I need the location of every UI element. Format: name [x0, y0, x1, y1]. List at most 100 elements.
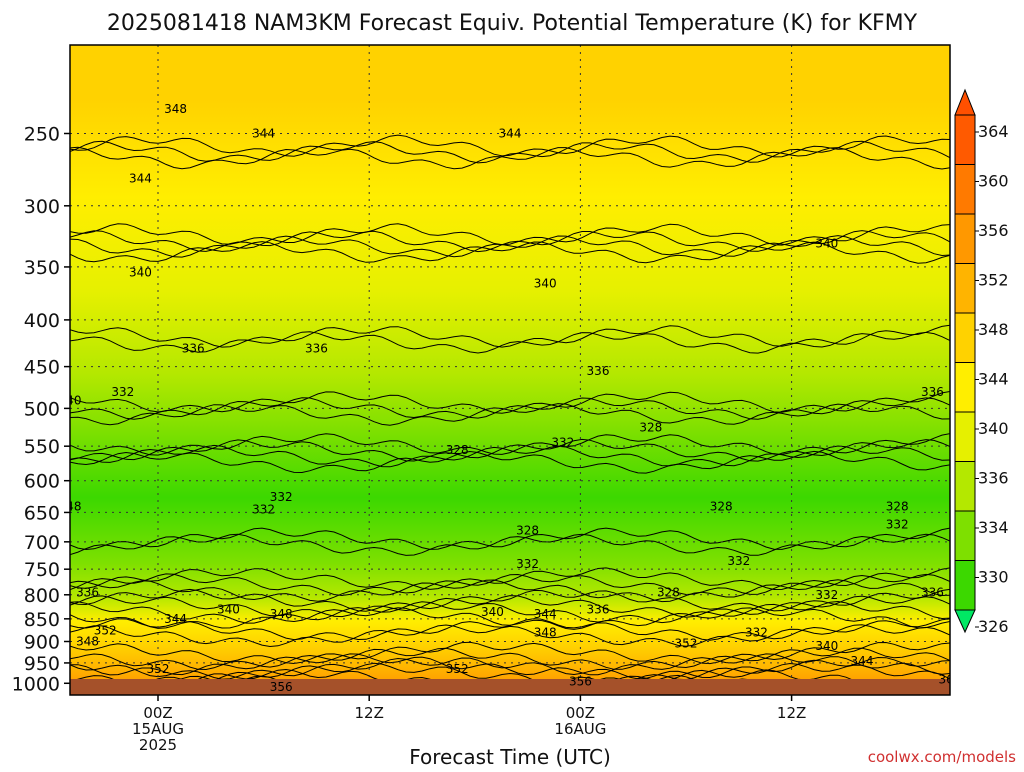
contour-label: 360 [939, 672, 962, 686]
contour-label: 348 [164, 102, 187, 116]
contour-label: 348 [270, 607, 293, 621]
y-tick-label: 650 [24, 502, 60, 524]
contour-label: 332 [886, 517, 909, 531]
contour-line [70, 618, 950, 641]
contour-label: 344 [164, 612, 187, 626]
contour-line [70, 641, 950, 665]
contour-line [70, 433, 950, 456]
colorbar-segment [954, 213, 976, 264]
chart-title: 2025081418 NAM3KM Forecast Equiv. Potent… [107, 11, 918, 36]
contour-label: 332 [745, 626, 768, 640]
contour-label: 336 [921, 385, 944, 399]
y-tick-label: 450 [24, 357, 60, 379]
contour-line [70, 230, 950, 253]
colorbar-label: 330 [978, 568, 1009, 587]
contour-label: 336 [182, 342, 205, 356]
x-tick-label: 12Z [777, 704, 806, 722]
y-tick-label: 500 [24, 398, 60, 420]
contour-label: 328 [446, 443, 469, 457]
contour-line [70, 134, 950, 158]
contour-line [70, 331, 950, 354]
contour-label: 336 [76, 585, 99, 599]
contour-line [70, 579, 950, 603]
colorbar-label: 326 [978, 617, 1009, 636]
colorbar-segment [954, 312, 976, 363]
contour-label: 336 [305, 342, 328, 356]
contour-label: 332 [111, 385, 134, 399]
colorbar-label: 360 [978, 172, 1009, 191]
y-tick-label: 700 [24, 532, 60, 554]
contour-label: 344 [851, 654, 874, 668]
contour-line [70, 533, 950, 556]
contour-label: 328 [710, 499, 733, 513]
contour-line [70, 438, 950, 462]
contour-lines [70, 134, 950, 695]
colorbar-segment [954, 114, 976, 165]
x-tick-label: 2025 [139, 736, 177, 754]
contour-label: 332 [551, 436, 574, 450]
colorbar-label: 344 [978, 370, 1009, 389]
y-tick-label: 1000 [12, 673, 60, 695]
contour-line [70, 573, 950, 597]
colorbar-segment [954, 164, 976, 215]
contour-label: 332 [516, 557, 539, 571]
contour-label: 340 [815, 237, 838, 251]
x-axis-label: Forecast Time (UTC) [409, 745, 611, 768]
contour-label: 344 [499, 126, 522, 140]
contour-label: 352 [147, 662, 170, 676]
contour-label: 348 [534, 626, 557, 640]
contour-label: 340 [59, 393, 82, 407]
colorbar-segment [954, 411, 976, 462]
colorbar-bottom-arrow [954, 609, 976, 634]
contour-label: 356 [569, 674, 592, 688]
contour-line [70, 656, 950, 680]
colorbar-top-arrow [954, 88, 976, 116]
contour-label: 328 [516, 523, 539, 537]
ground-strip [70, 679, 950, 695]
x-tick-label: 15AUG [132, 720, 184, 738]
x-tick-label: 16AUG [554, 720, 606, 738]
y-tick-label: 900 [24, 631, 60, 653]
y-tick-label: 400 [24, 310, 60, 332]
contour-label: 352 [94, 623, 117, 637]
contour-line [70, 444, 950, 468]
contour-label-group: 348 344 344 344 340 340 340 336 336 336 332 336 340 3… [59, 102, 962, 694]
x-tick-label: 12Z [355, 704, 384, 722]
contour-line [70, 391, 950, 414]
contour-label: 340 [217, 602, 240, 616]
contour-label: 344 [129, 171, 152, 185]
x-tick-label: 00Z [143, 704, 172, 722]
contour-line [70, 235, 950, 258]
y-tick-label: 850 [24, 609, 60, 631]
colorbar-segment [954, 362, 976, 413]
contour-label: 348 [76, 634, 99, 648]
colorbar-label: 336 [978, 469, 1009, 488]
plot-frame [69, 44, 951, 696]
contour-label: 356 [270, 680, 293, 694]
credit-text: coolwx.com/models [868, 748, 1016, 766]
contour-line [70, 624, 950, 648]
contour-label: 348 [59, 499, 82, 513]
contour-label: 336 [921, 585, 944, 599]
contour-label: 332 [815, 588, 838, 602]
contour-label: 328 [886, 499, 909, 513]
plot-area: 348 344 344 344 340 340 340 336 336 336 332 336 340 3… [59, 44, 962, 696]
contour-line [70, 397, 950, 420]
y-tick-label: 600 [24, 471, 60, 493]
contour-label: 340 [129, 266, 152, 280]
contour-label: 328 [639, 421, 662, 435]
y-tick-label: 950 [24, 653, 60, 675]
contour-label: 344 [252, 126, 275, 140]
contour-line [70, 600, 950, 624]
colorbar-label: 334 [978, 518, 1009, 537]
colorbar-segment [954, 560, 976, 611]
contour-label: 340 [481, 605, 504, 619]
contour-label: 340 [534, 277, 557, 291]
colorbar-label: 364 [978, 122, 1009, 141]
colorbar-label: 352 [978, 271, 1009, 290]
x-tick-label: 00Z [566, 704, 595, 722]
contour-label: 352 [675, 637, 698, 651]
contour-line [70, 567, 950, 591]
